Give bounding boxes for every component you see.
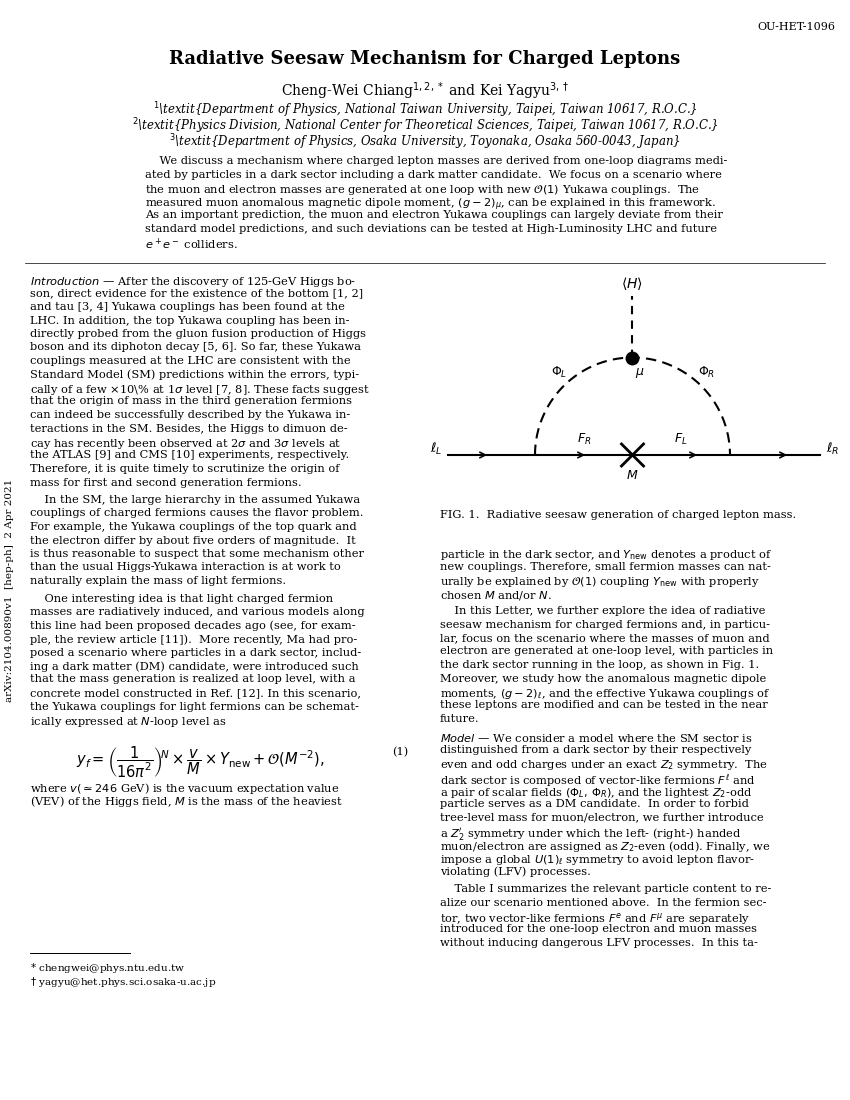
Text: $\mathit{Introduction}$ — After the discovery of 125-GeV Higgs bo-: $\mathit{Introduction}$ — After the disc… — [30, 275, 356, 289]
Text: urally be explained by $\mathcal{O}(1)$ coupling $Y_{\rm new}$ with properly: urally be explained by $\mathcal{O}(1)$ … — [440, 575, 760, 589]
Text: new couplings. Therefore, small fermion masses can nat-: new couplings. Therefore, small fermion … — [440, 561, 771, 572]
Text: chosen $M$ and/or $N$.: chosen $M$ and/or $N$. — [440, 588, 552, 602]
Text: these leptons are modified and can be tested in the near: these leptons are modified and can be te… — [440, 701, 768, 711]
Text: the muon and electron masses are generated at one loop with new $\mathcal{O}(1)$: the muon and electron masses are generat… — [145, 183, 700, 197]
Text: $\mathit{Model}$ — We consider a model where the SM sector is: $\mathit{Model}$ — We consider a model w… — [440, 732, 752, 744]
Text: standard model predictions, and such deviations can be tested at High-Luminosity: standard model predictions, and such dev… — [145, 223, 717, 233]
Text: posed a scenario where particles in a dark sector, includ-: posed a scenario where particles in a da… — [30, 648, 361, 658]
Text: Radiative Seesaw Mechanism for Charged Leptons: Radiative Seesaw Mechanism for Charged L… — [169, 50, 681, 68]
Text: seesaw mechanism for charged fermions and, in particu-: seesaw mechanism for charged fermions an… — [440, 619, 770, 629]
Text: the ATLAS [9] and CMS [10] experiments, respectively.: the ATLAS [9] and CMS [10] experiments, … — [30, 451, 349, 461]
Text: One interesting idea is that light charged fermion: One interesting idea is that light charg… — [30, 594, 333, 604]
Text: $F_R$: $F_R$ — [576, 432, 591, 447]
Text: moments, $(g-2)_\ell$, and the effective Yukawa couplings of: moments, $(g-2)_\ell$, and the effective… — [440, 688, 770, 701]
Text: Table I summarizes the relevant particle content to re-: Table I summarizes the relevant particle… — [440, 884, 772, 894]
Text: masses are radiatively induced, and various models along: masses are radiatively induced, and vari… — [30, 607, 365, 617]
Text: Cheng-Wei Chiang$^{1,2,*}$ and Kei Yagyu$^{3,\dagger}$: Cheng-Wei Chiang$^{1,2,*}$ and Kei Yagyu… — [280, 80, 570, 101]
Text: electron are generated at one-loop level, with particles in: electron are generated at one-loop level… — [440, 647, 774, 657]
Text: $F_L$: $F_L$ — [675, 432, 688, 447]
Text: ically expressed at $N$-loop level as: ically expressed at $N$-loop level as — [30, 715, 226, 729]
Text: For example, the Yukawa couplings of the top quark and: For example, the Yukawa couplings of the… — [30, 522, 357, 532]
Text: a pair of scalar fields $(\Phi_L,\,\Phi_R)$, and the lightest $Z_2$-odd: a pair of scalar fields $(\Phi_L,\,\Phi_… — [440, 785, 752, 800]
Text: arXiv:2104.00890v1  [hep-ph]  2 Apr 2021: arXiv:2104.00890v1 [hep-ph] 2 Apr 2021 — [5, 478, 14, 702]
Text: $*$ chengwei@phys.ntu.edu.tw: $*$ chengwei@phys.ntu.edu.tw — [30, 961, 185, 975]
Text: the electron differ by about five orders of magnitude.  It: the electron differ by about five orders… — [30, 536, 356, 546]
Text: tor, two vector-like fermions $F^e$ and $F^\mu$ are separately: tor, two vector-like fermions $F^e$ and … — [440, 911, 751, 927]
Text: directly probed from the gluon fusion production of Higgs: directly probed from the gluon fusion pr… — [30, 329, 366, 339]
Text: dark sector is composed of vector-like fermions $F^\ell$ and: dark sector is composed of vector-like f… — [440, 772, 756, 789]
Text: this line had been proposed decades ago (see, for exam-: this line had been proposed decades ago … — [30, 620, 355, 631]
Text: $\langle H\rangle$: $\langle H\rangle$ — [621, 275, 643, 292]
Text: $M$: $M$ — [626, 469, 638, 482]
Text: In the SM, the large hierarchy in the assumed Yukawa: In the SM, the large hierarchy in the as… — [30, 495, 360, 505]
Text: As an important prediction, the muon and electron Yukawa couplings can largely d: As an important prediction, the muon and… — [145, 210, 722, 220]
Text: $\Phi_R$: $\Phi_R$ — [698, 364, 715, 380]
Text: cally of a few $\times$10\% at 1$\sigma$ level [7, 8]. These facts suggest: cally of a few $\times$10\% at 1$\sigma$… — [30, 383, 370, 397]
Text: a $Z_2'$ symmetry under which the left- (right-) handed: a $Z_2'$ symmetry under which the left- … — [440, 826, 741, 842]
Text: mass for first and second generation fermions.: mass for first and second generation fer… — [30, 477, 302, 487]
Text: couplings of charged fermions causes the flavor problem.: couplings of charged fermions causes the… — [30, 508, 364, 518]
Text: future.: future. — [440, 714, 479, 724]
Text: the dark sector running in the loop, as shown in Fig. 1.: the dark sector running in the loop, as … — [440, 660, 759, 670]
Text: violating (LFV) processes.: violating (LFV) processes. — [440, 867, 591, 877]
Text: cay has recently been observed at 2$\sigma$ and 3$\sigma$ levels at: cay has recently been observed at 2$\sig… — [30, 437, 342, 451]
Text: $\ell_L$: $\ell_L$ — [430, 441, 442, 458]
Text: alize our scenario mentioned above.  In the fermion sec-: alize our scenario mentioned above. In t… — [440, 898, 767, 907]
Text: without inducing dangerous LFV processes.  In this ta-: without inducing dangerous LFV processes… — [440, 938, 758, 948]
Text: ated by particles in a dark sector including a dark matter candidate.  We focus : ated by particles in a dark sector inclu… — [145, 169, 722, 179]
Text: Therefore, it is quite timely to scrutinize the origin of: Therefore, it is quite timely to scrutin… — [30, 464, 339, 474]
Text: $\Phi_L$: $\Phi_L$ — [551, 364, 567, 380]
Text: that the origin of mass in the third generation fermions: that the origin of mass in the third gen… — [30, 396, 352, 407]
Text: son, direct evidence for the existence of the bottom [1, 2]: son, direct evidence for the existence o… — [30, 288, 363, 298]
Text: particle serves as a DM candidate.  In order to forbid: particle serves as a DM candidate. In or… — [440, 799, 749, 808]
Text: We discuss a mechanism where charged lepton masses are derived from one-loop dia: We discuss a mechanism where charged lep… — [145, 156, 728, 166]
Text: couplings measured at the LHC are consistent with the: couplings measured at the LHC are consis… — [30, 356, 350, 366]
Text: boson and its diphoton decay [5, 6]. So far, these Yukawa: boson and its diphoton decay [5, 6]. So … — [30, 342, 361, 352]
Text: particle in the dark sector, and $Y_{\rm new}$ denotes a product of: particle in the dark sector, and $Y_{\rm… — [440, 548, 772, 562]
Text: tree-level mass for muon/electron, we further introduce: tree-level mass for muon/electron, we fu… — [440, 813, 763, 823]
Text: (VEV) of the Higgs field, $M$ is the mass of the heaviest: (VEV) of the Higgs field, $M$ is the mas… — [30, 794, 343, 808]
Text: OU-HET-1096: OU-HET-1096 — [757, 22, 835, 32]
Text: $\dagger$ yagyu@het.phys.sci.osaka-u.ac.jp: $\dagger$ yagyu@het.phys.sci.osaka-u.ac.… — [30, 975, 217, 989]
Text: lar, focus on the scenario where the masses of muon and: lar, focus on the scenario where the mas… — [440, 632, 769, 644]
Text: $^2$\textit{Physics Division, National Center for Theoretical Sciences, Taipei, : $^2$\textit{Physics Division, National C… — [132, 116, 718, 135]
Text: and tau [3, 4] Yukawa couplings has been found at the: and tau [3, 4] Yukawa couplings has been… — [30, 302, 345, 312]
Text: even and odd charges under an exact $Z_2$ symmetry.  The: even and odd charges under an exact $Z_2… — [440, 759, 768, 772]
Text: muon/electron are assigned as $Z_2$-even (odd). Finally, we: muon/electron are assigned as $Z_2$-even… — [440, 839, 770, 855]
Text: can indeed be successfully described by the Yukawa in-: can indeed be successfully described by … — [30, 410, 350, 420]
Text: distinguished from a dark sector by their respectively: distinguished from a dark sector by thei… — [440, 745, 751, 755]
Text: is thus reasonable to suspect that some mechanism other: is thus reasonable to suspect that some … — [30, 549, 364, 559]
Text: $^3$\textit{Department of Physics, Osaka University, Toyonaka, Osaka 560-0043, J: $^3$\textit{Department of Physics, Osaka… — [169, 132, 681, 152]
Text: the Yukawa couplings for light fermions can be schemat-: the Yukawa couplings for light fermions … — [30, 702, 359, 712]
Text: than the usual Higgs-Yukawa interaction is at work to: than the usual Higgs-Yukawa interaction … — [30, 562, 341, 572]
Text: (1): (1) — [392, 747, 408, 757]
Text: $^1$\textit{Department of Physics, National Taiwan University, Taipei, Taiwan 10: $^1$\textit{Department of Physics, Natio… — [152, 100, 698, 120]
Text: that the mass generation is realized at loop level, with a: that the mass generation is realized at … — [30, 674, 355, 684]
Text: naturally explain the mass of light fermions.: naturally explain the mass of light ferm… — [30, 576, 286, 586]
Text: Moreover, we study how the anomalous magnetic dipole: Moreover, we study how the anomalous mag… — [440, 673, 766, 683]
Text: FIG. 1.  Radiative seesaw generation of charged lepton mass.: FIG. 1. Radiative seesaw generation of c… — [440, 510, 796, 520]
Text: measured muon anomalous magnetic dipole moment, $(g-2)_\mu$, can be explained in: measured muon anomalous magnetic dipole … — [145, 197, 716, 213]
Text: teractions in the SM. Besides, the Higgs to dimuon de-: teractions in the SM. Besides, the Higgs… — [30, 424, 348, 433]
Text: concrete model constructed in Ref. [12]. In this scenario,: concrete model constructed in Ref. [12].… — [30, 688, 361, 698]
Text: where $v(\simeq 246$ GeV) is the vacuum expectation value: where $v(\simeq 246$ GeV) is the vacuum … — [30, 781, 339, 795]
Text: $y_f = \left(\dfrac{1}{16\pi^2}\right)^{\!N} \times \dfrac{v}{M} \times Y_{\rm n: $y_f = \left(\dfrac{1}{16\pi^2}\right)^{… — [76, 745, 324, 780]
Text: LHC. In addition, the top Yukawa coupling has been in-: LHC. In addition, the top Yukawa couplin… — [30, 316, 349, 326]
Text: impose a global $U(1)_\ell$ symmetry to avoid lepton flavor-: impose a global $U(1)_\ell$ symmetry to … — [440, 852, 755, 867]
Text: ing a dark matter (DM) candidate, were introduced such: ing a dark matter (DM) candidate, were i… — [30, 661, 359, 672]
Text: In this Letter, we further explore the idea of radiative: In this Letter, we further explore the i… — [440, 606, 765, 616]
Text: $\mu$: $\mu$ — [636, 365, 645, 380]
Text: Standard Model (SM) predictions within the errors, typi-: Standard Model (SM) predictions within t… — [30, 370, 359, 381]
Text: $e^+e^-$ colliders.: $e^+e^-$ colliders. — [145, 236, 238, 252]
Text: ple, the review article [11]).  More recently, Ma had pro-: ple, the review article [11]). More rece… — [30, 634, 357, 645]
Text: introduced for the one-loop electron and muon masses: introduced for the one-loop electron and… — [440, 924, 757, 935]
Text: $\ell_R$: $\ell_R$ — [826, 441, 839, 458]
